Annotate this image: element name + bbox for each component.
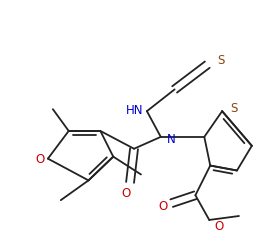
Text: O: O	[158, 199, 167, 212]
Text: S: S	[217, 54, 225, 67]
Text: HN: HN	[125, 103, 143, 116]
Text: S: S	[230, 101, 238, 114]
Text: N: N	[167, 133, 175, 146]
Text: O: O	[121, 186, 131, 199]
Text: O: O	[214, 219, 224, 232]
Text: O: O	[35, 152, 45, 166]
